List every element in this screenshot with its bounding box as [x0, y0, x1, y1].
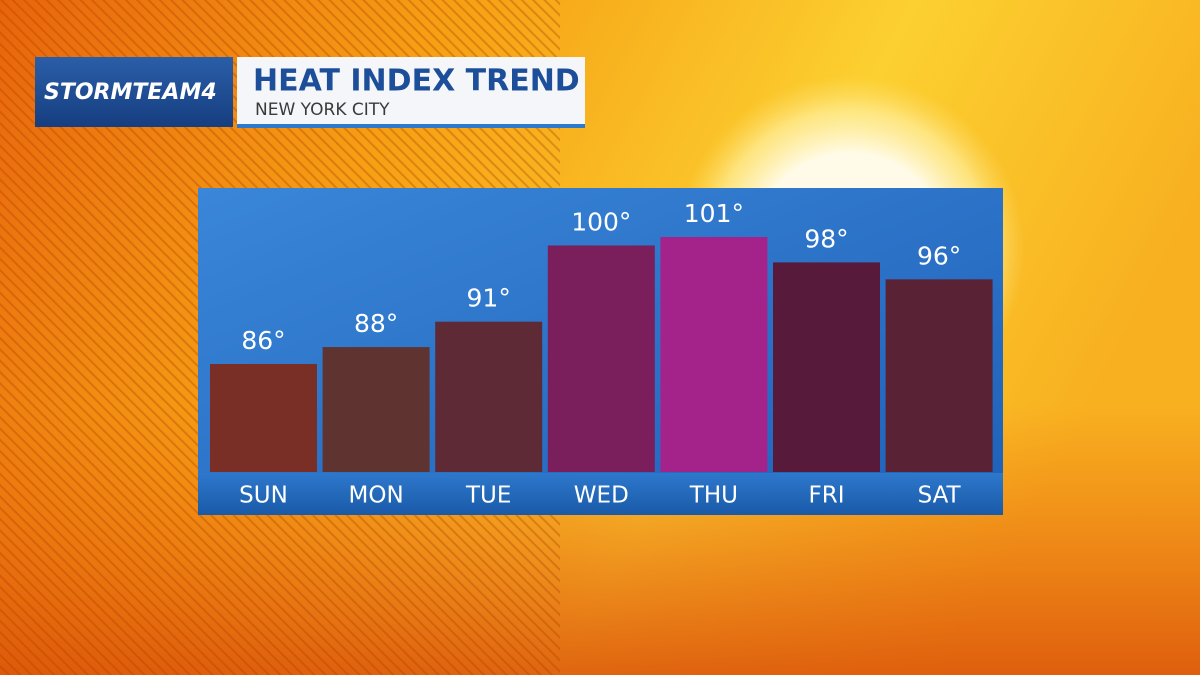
x-tick-label: FRI — [809, 483, 845, 509]
x-tick-label: WED — [574, 483, 629, 509]
bar — [773, 262, 880, 472]
brand-box — [35, 57, 233, 127]
value-label: 91° — [467, 284, 511, 313]
value-label: 101° — [684, 199, 744, 228]
x-tick-label: SUN — [239, 483, 288, 509]
bar — [210, 364, 317, 472]
brand: STORMTEAM4 — [44, 80, 217, 105]
chart-title: HEAT INDEX TREND — [253, 64, 580, 99]
bars: 86° SUN 88° MON 91° TUE 100° WED 101° THU 98° FRI 96… — [210, 199, 993, 509]
category-band — [198, 473, 1003, 515]
value-label: 88° — [354, 309, 398, 338]
x-tick-label: THU — [689, 483, 738, 509]
value-label: 100° — [571, 207, 631, 236]
bar — [322, 347, 430, 472]
x-tick-label: SAT — [918, 483, 962, 509]
x-tick-label: TUE — [465, 483, 511, 509]
bar — [435, 321, 543, 472]
bar — [885, 279, 993, 472]
chart-subtitle: NEW YORK CITY — [255, 100, 390, 120]
value-label: 98° — [804, 224, 848, 253]
x-tick-label: MON — [349, 483, 404, 509]
bar — [660, 237, 768, 472]
value-label: 86° — [241, 326, 285, 355]
bar — [547, 245, 655, 472]
value-label: 96° — [917, 241, 961, 270]
title-underline — [237, 124, 585, 128]
title-box — [237, 57, 585, 127]
